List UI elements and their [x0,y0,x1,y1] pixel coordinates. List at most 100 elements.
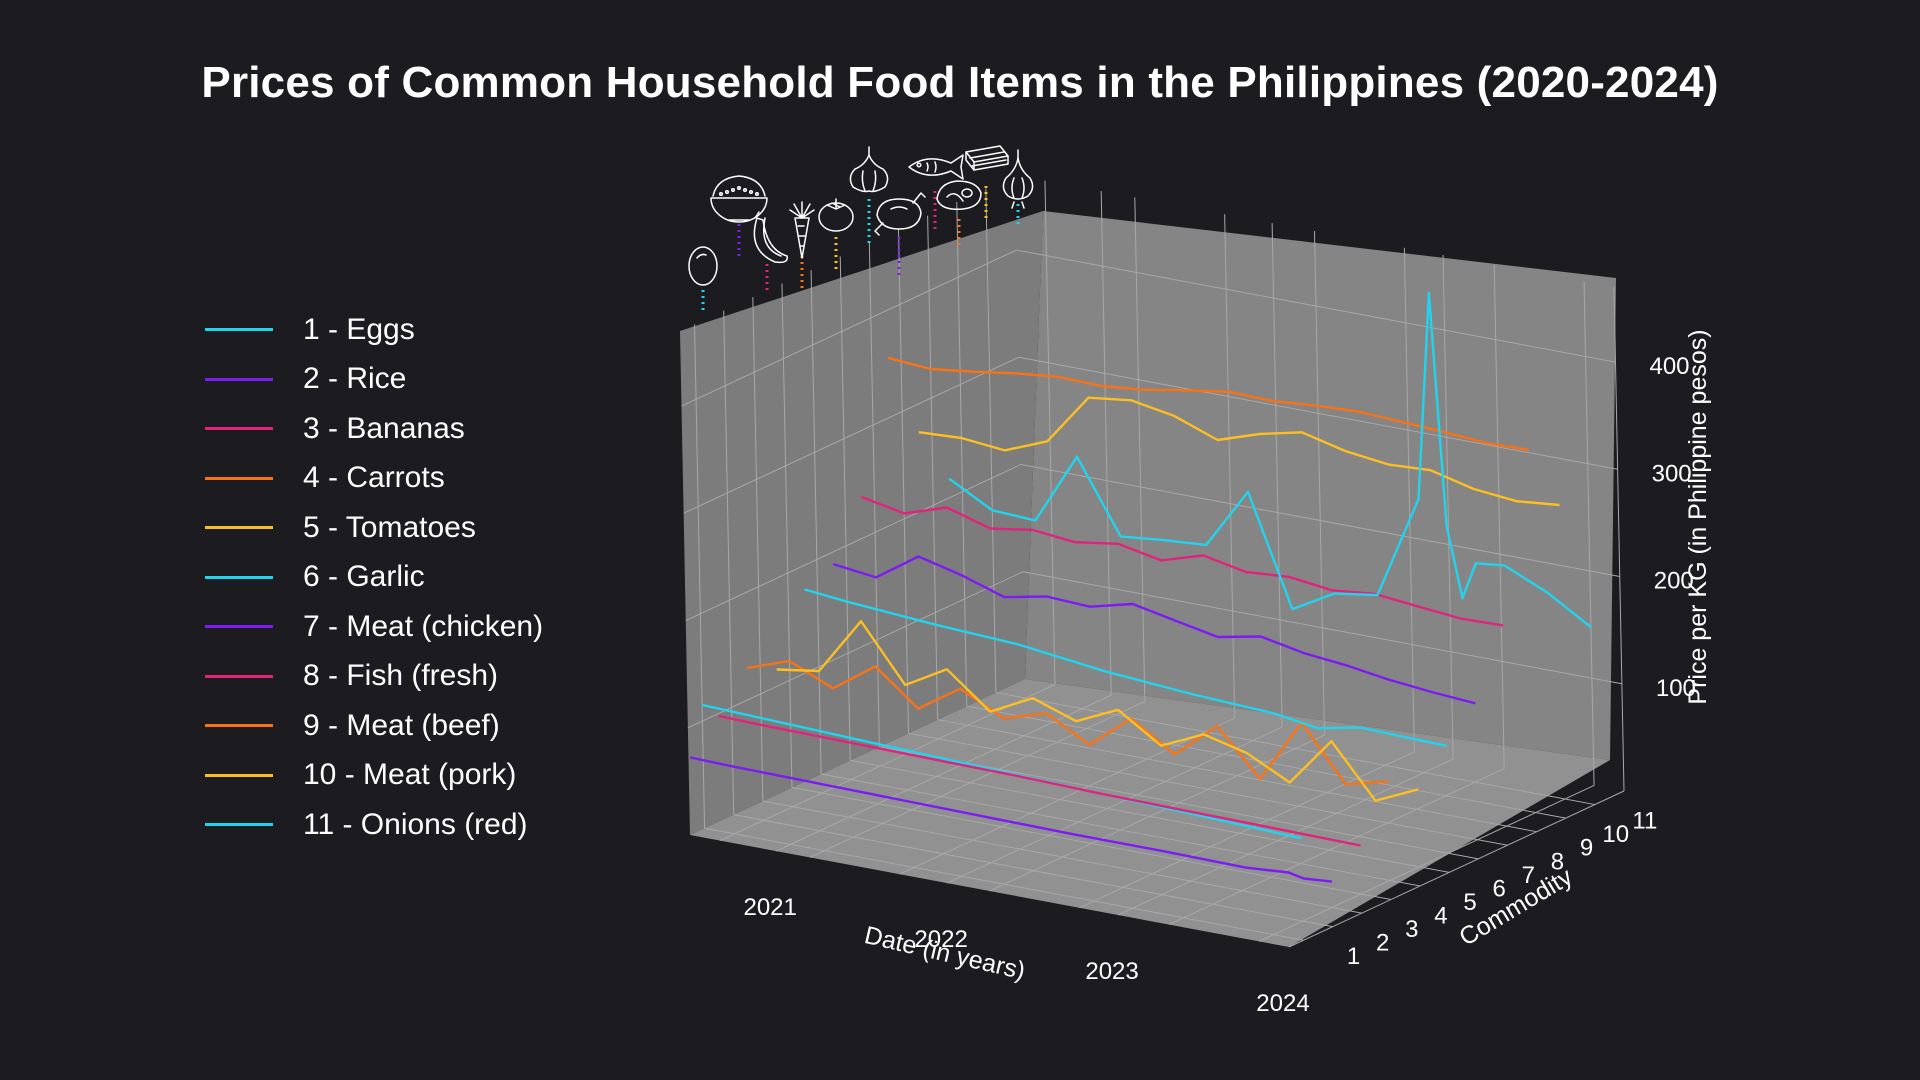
egg-icon [688,246,718,286]
series-line [804,588,1447,748]
legend-swatch [205,526,273,530]
legend-label: 4 - Carrots [303,461,445,495]
legend-swatch [205,823,273,827]
legend-swatch [205,427,273,431]
back-wall [1025,211,1616,760]
floor-gridline [1288,790,1625,948]
y-tick-label: 8 [1551,848,1564,875]
y-tick-label: 9 [1580,835,1593,862]
floor-gridline [809,700,1146,858]
legend-label: 6 - Garlic [303,560,425,594]
side-gridline [687,571,1024,729]
legend-item[interactable]: 11 - Onions (red) [205,800,543,850]
series-line [948,291,1593,629]
floor-gridline [937,719,1537,833]
floor-gridline [850,759,1450,873]
legend-item[interactable]: 2 - Rice [205,355,543,405]
rice-bowl-icon [710,175,768,223]
chart-title: Prices of Common Household Food Items in… [201,58,1719,107]
side-gridline [927,215,939,720]
back-gridline [1134,197,1146,702]
back-gridline [1403,247,1415,752]
back-gridline [1583,281,1595,786]
side-gridline [868,242,880,747]
back-gridline [1224,214,1236,719]
z-tick-label: 300 [1652,460,1692,487]
back-gridline [1493,264,1505,769]
y-tick-label: 10 [1602,821,1629,848]
legend-label: 10 - Meat (pork) [303,758,517,792]
x-tick-label: 2022 [914,926,967,953]
side-gridline [956,202,968,707]
side-gridline [694,324,706,829]
x-tick-label: 2024 [1256,990,1309,1017]
legend-swatch [205,625,273,629]
legend-item[interactable]: 4 - Carrots [205,454,543,504]
legend-label: 2 - Rice [303,362,407,396]
floor-gridline [946,726,1283,884]
legend-label: 1 - Eggs [303,312,415,346]
legend-item[interactable]: 5 - Tomatoes [205,503,543,553]
series-line [860,495,1504,627]
side-gridline [681,249,1017,407]
commodity-icons [688,145,1034,286]
back-gridline [1442,255,1454,760]
legend-label: 3 - Bananas [303,411,465,445]
y-tick-label: 11 [1632,808,1657,835]
banana-icon [753,211,788,264]
carrot-icon [789,201,815,259]
series-line [776,620,1419,802]
series-line [746,659,1389,786]
legend-item[interactable]: 1 - Eggs [205,305,543,355]
floor-gridline [1258,784,1595,942]
back-gridline [1314,230,1325,736]
legend-swatch [205,773,273,777]
icon-stems [701,186,1020,310]
left-wall [680,211,1043,835]
legend-swatch [205,328,273,332]
y-tick-label: 4 [1434,903,1447,930]
floor-gridline [995,692,1595,806]
side-gridline [839,256,851,761]
back-gridline [1613,286,1625,792]
legend: 1 - Eggs 2 - Rice 3 - Bananas 4 - Carrots 5 … [205,305,543,850]
z-tick-label: 200 [1654,568,1694,595]
y-tick-label: 2 [1376,930,1389,957]
legend-swatch [205,575,273,579]
back-gridline [1020,464,1620,578]
garlic-icon [849,146,889,193]
legend-item[interactable]: 7 - Meat (chicken) [205,602,543,652]
series-line [718,714,1361,847]
floor-gridline [791,787,1392,901]
chicken-icon [874,192,926,236]
series-lines [689,291,1593,883]
side-gridline [985,188,997,693]
z-tick-label: 400 [1649,353,1689,380]
legend-label: 5 - Tomatoes [303,510,476,544]
legend-item[interactable]: 8 - Fish (fresh) [205,652,543,702]
z-axis-label: Price per KG (in Philippine pesos) [1684,329,1712,704]
side-gridline [781,283,793,788]
series-line [832,555,1476,705]
legend-item[interactable]: 6 - Garlic [205,553,543,603]
legend-item[interactable]: 10 - Meat (pork) [205,751,543,801]
legend-label: 11 - Onions (red) [303,807,528,841]
legend-item[interactable]: 9 - Meat (beef) [205,701,543,751]
legend-item[interactable]: 3 - Bananas [205,404,543,454]
legend-label: 7 - Meat (chicken) [303,609,544,643]
series-line [701,703,1302,840]
fish-icon [908,154,964,180]
floor-gridline [989,734,1325,892]
back-gridline [1018,356,1618,470]
legend-swatch [205,476,273,480]
tomato-icon [818,198,854,232]
series-line [918,396,1560,507]
back-gridline [1022,571,1622,685]
pork-icon [965,145,1009,171]
y-tick-label: 7 [1522,862,1535,889]
series-line [689,756,1332,883]
y-tick-label: 3 [1405,916,1418,943]
back-gridline [1016,249,1616,363]
floor-gridline [966,705,1566,819]
